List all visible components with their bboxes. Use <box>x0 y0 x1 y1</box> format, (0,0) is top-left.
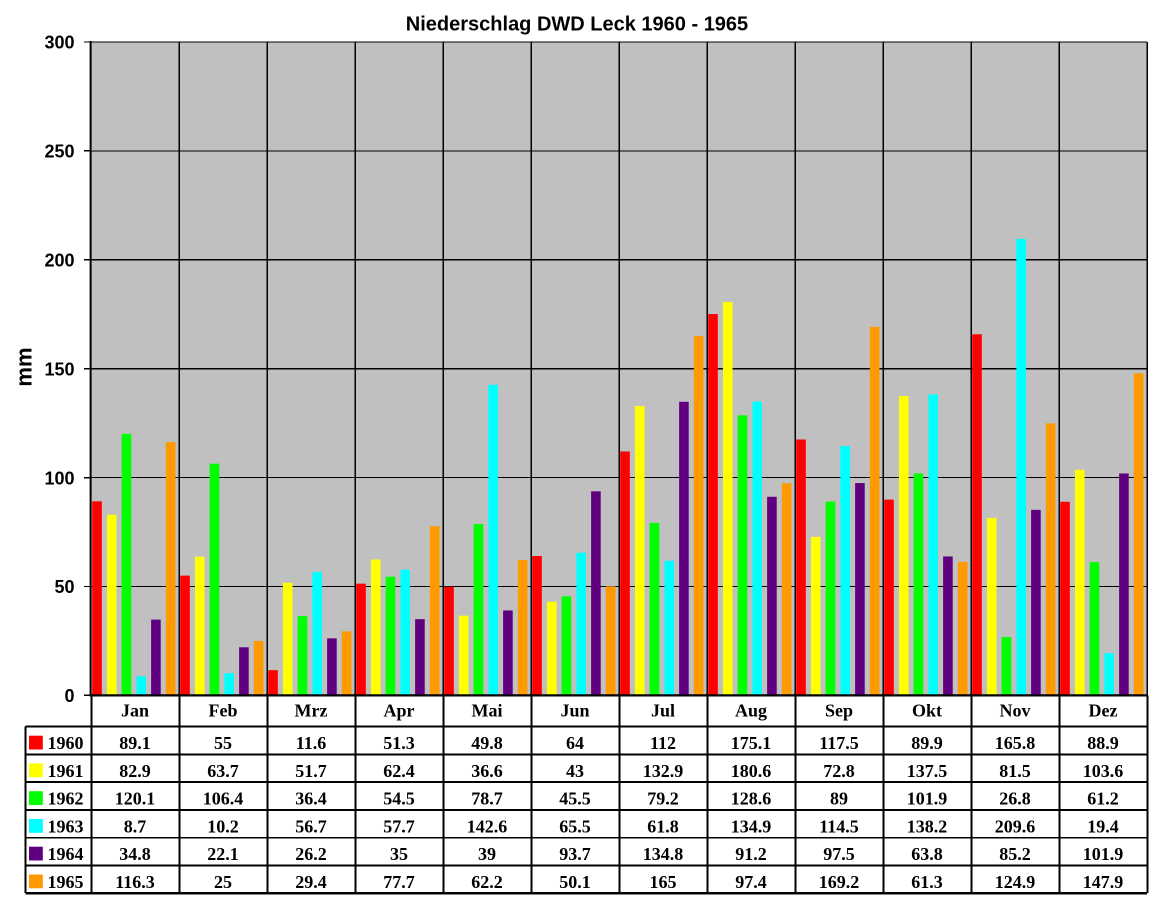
svg-text:Mrz: Mrz <box>295 700 328 720</box>
svg-text:65.5: 65.5 <box>559 817 591 837</box>
svg-text:11.6: 11.6 <box>296 733 327 753</box>
svg-text:114.5: 114.5 <box>819 817 859 837</box>
svg-text:36.4: 36.4 <box>295 789 327 809</box>
svg-text:50: 50 <box>54 577 74 597</box>
svg-text:134.9: 134.9 <box>731 817 772 837</box>
svg-text:1962: 1962 <box>48 789 84 809</box>
svg-text:63.8: 63.8 <box>911 844 943 864</box>
svg-text:62.4: 62.4 <box>383 761 415 781</box>
svg-text:mm: mm <box>12 347 37 386</box>
svg-text:62.2: 62.2 <box>471 872 503 892</box>
svg-text:61.2: 61.2 <box>1087 789 1119 809</box>
svg-text:101.9: 101.9 <box>1083 844 1124 864</box>
svg-text:61.3: 61.3 <box>911 872 943 892</box>
svg-text:250: 250 <box>44 142 74 162</box>
svg-text:81.5: 81.5 <box>999 761 1031 781</box>
svg-text:39: 39 <box>478 844 496 864</box>
svg-text:138.2: 138.2 <box>907 817 948 837</box>
svg-text:88.9: 88.9 <box>1087 733 1119 753</box>
svg-text:57.7: 57.7 <box>383 817 415 837</box>
svg-text:Mai: Mai <box>472 700 503 720</box>
svg-text:45.5: 45.5 <box>559 789 591 809</box>
svg-text:169.2: 169.2 <box>819 872 860 892</box>
svg-text:124.9: 124.9 <box>995 872 1036 892</box>
svg-text:82.9: 82.9 <box>119 761 151 781</box>
svg-text:91.2: 91.2 <box>735 844 767 864</box>
svg-text:72.8: 72.8 <box>823 761 855 781</box>
svg-text:34.8: 34.8 <box>119 844 151 864</box>
svg-text:103.6: 103.6 <box>1083 761 1124 781</box>
svg-text:1963: 1963 <box>48 817 84 837</box>
svg-text:Feb: Feb <box>209 700 238 720</box>
svg-text:54.5: 54.5 <box>383 789 415 809</box>
svg-text:89: 89 <box>830 789 848 809</box>
svg-text:132.9: 132.9 <box>643 761 684 781</box>
svg-text:97.4: 97.4 <box>735 872 767 892</box>
svg-text:120.1: 120.1 <box>115 789 156 809</box>
svg-text:1964: 1964 <box>48 844 84 864</box>
svg-text:63.7: 63.7 <box>207 761 239 781</box>
svg-text:36.6: 36.6 <box>471 761 503 781</box>
svg-text:101.9: 101.9 <box>907 789 948 809</box>
svg-text:150: 150 <box>44 359 74 379</box>
svg-text:1960: 1960 <box>48 733 84 753</box>
svg-text:1961: 1961 <box>48 761 84 781</box>
svg-text:142.6: 142.6 <box>467 817 508 837</box>
svg-text:116.3: 116.3 <box>115 872 155 892</box>
svg-text:147.9: 147.9 <box>1083 872 1124 892</box>
svg-text:26.8: 26.8 <box>999 789 1031 809</box>
svg-text:Apr: Apr <box>384 700 415 720</box>
svg-text:100: 100 <box>44 468 74 488</box>
svg-text:137.5: 137.5 <box>907 761 948 781</box>
svg-text:180.6: 180.6 <box>731 761 772 781</box>
svg-text:25: 25 <box>214 872 232 892</box>
svg-text:79.2: 79.2 <box>647 789 679 809</box>
svg-text:8.7: 8.7 <box>124 817 147 837</box>
svg-text:Aug: Aug <box>735 700 767 720</box>
svg-text:43: 43 <box>566 761 584 781</box>
svg-text:Jul: Jul <box>651 700 675 720</box>
svg-text:112: 112 <box>650 733 676 753</box>
svg-text:22.1: 22.1 <box>207 844 239 864</box>
svg-text:77.7: 77.7 <box>383 872 415 892</box>
svg-text:51.3: 51.3 <box>383 733 415 753</box>
svg-text:10.2: 10.2 <box>207 817 239 837</box>
svg-text:49.8: 49.8 <box>471 733 503 753</box>
svg-text:93.7: 93.7 <box>559 844 591 864</box>
svg-text:61.8: 61.8 <box>647 817 679 837</box>
svg-text:85.2: 85.2 <box>999 844 1031 864</box>
svg-text:55: 55 <box>214 733 232 753</box>
svg-text:19.4: 19.4 <box>1087 817 1119 837</box>
svg-text:51.7: 51.7 <box>295 761 327 781</box>
svg-text:300: 300 <box>44 33 74 53</box>
svg-text:26.2: 26.2 <box>295 844 327 864</box>
svg-text:200: 200 <box>44 251 74 271</box>
svg-text:78.7: 78.7 <box>471 789 503 809</box>
svg-text:64: 64 <box>566 733 584 753</box>
svg-text:209.6: 209.6 <box>995 817 1036 837</box>
svg-text:35: 35 <box>390 844 408 864</box>
svg-text:Dez: Dez <box>1089 700 1118 720</box>
svg-text:106.4: 106.4 <box>203 789 244 809</box>
svg-text:Jun: Jun <box>560 700 589 720</box>
svg-text:89.9: 89.9 <box>911 733 943 753</box>
svg-text:56.7: 56.7 <box>295 817 327 837</box>
svg-text:50.1: 50.1 <box>559 872 591 892</box>
svg-text:134.8: 134.8 <box>643 844 684 864</box>
svg-text:Okt: Okt <box>912 700 942 720</box>
svg-text:1965: 1965 <box>48 872 84 892</box>
svg-text:Sep: Sep <box>825 700 853 720</box>
svg-text:Nov: Nov <box>1000 700 1031 720</box>
svg-text:97.5: 97.5 <box>823 844 855 864</box>
svg-text:Niederschlag DWD Leck 1960 - 1: Niederschlag DWD Leck 1960 - 1965 <box>406 13 748 35</box>
svg-text:117.5: 117.5 <box>819 733 859 753</box>
svg-text:89.1: 89.1 <box>119 733 151 753</box>
svg-text:165.8: 165.8 <box>995 733 1036 753</box>
svg-text:29.4: 29.4 <box>295 872 327 892</box>
svg-text:175.1: 175.1 <box>731 733 772 753</box>
svg-text:165: 165 <box>650 872 677 892</box>
svg-text:Jan: Jan <box>121 700 149 720</box>
svg-text:128.6: 128.6 <box>731 789 772 809</box>
svg-text:0: 0 <box>64 686 74 706</box>
